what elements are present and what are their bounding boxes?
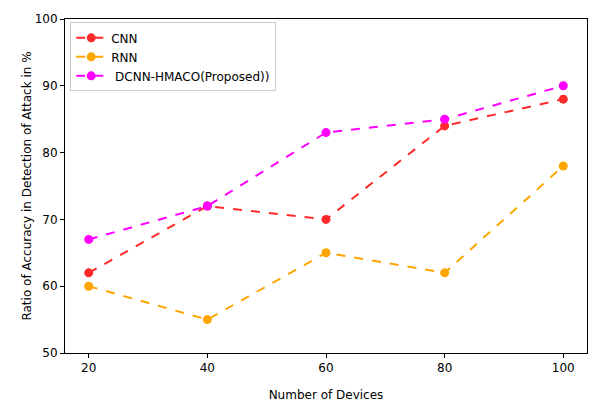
svg-text:Number of Devices: Number of Devices xyxy=(269,388,384,402)
svg-text:20: 20 xyxy=(81,361,96,375)
svg-text:80: 80 xyxy=(42,146,57,160)
svg-text:100: 100 xyxy=(552,361,575,375)
svg-text:60: 60 xyxy=(318,361,333,375)
svg-text:40: 40 xyxy=(200,361,215,375)
svg-text:50: 50 xyxy=(42,346,57,360)
svg-text:Ratio of Accuracy in Detection: Ratio of Accuracy in Detection of Attack… xyxy=(20,51,34,320)
svg-text:100: 100 xyxy=(35,12,58,26)
svg-text:RNN: RNN xyxy=(111,51,137,65)
svg-text:CNN: CNN xyxy=(111,32,137,46)
svg-text:60: 60 xyxy=(42,279,57,293)
svg-text:70: 70 xyxy=(42,213,57,227)
svg-text:90: 90 xyxy=(42,79,57,93)
svg-text:DCNN-HMACO(Proposed)): DCNN-HMACO(Proposed)) xyxy=(111,70,269,84)
svg-text:80: 80 xyxy=(437,361,452,375)
